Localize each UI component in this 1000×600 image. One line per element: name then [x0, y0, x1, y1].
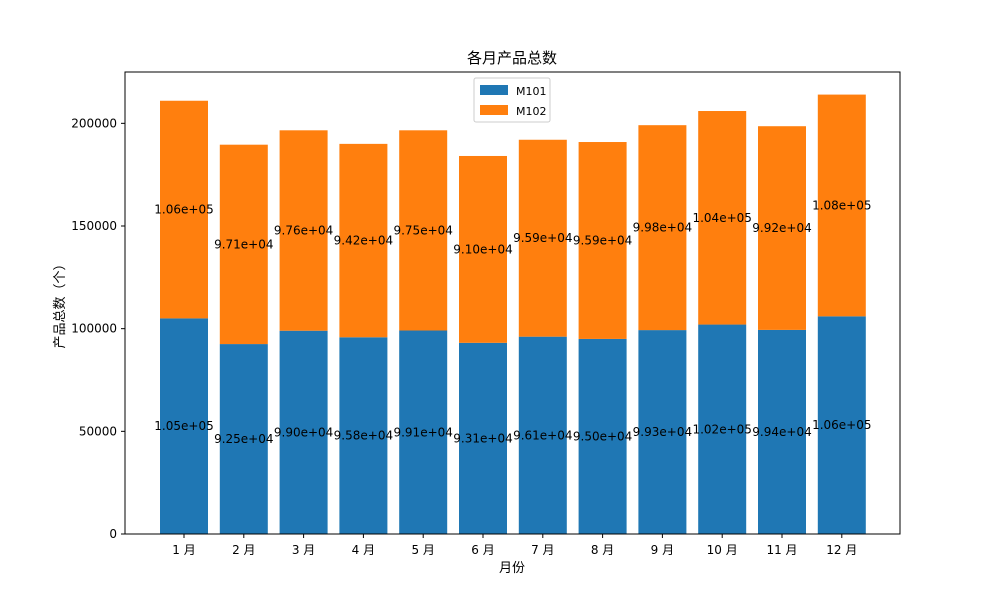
bar-labels-layer: 1.05e+059.25e+04 9.90e+04 9.58e+04 9.91e+04… [154, 198, 871, 446]
bars-layer [160, 94, 866, 534]
data-label-m102-1: 1.06e+05 [154, 203, 213, 217]
data-label-m101-3: 9.90e+04 [274, 425, 333, 439]
x-tick-label: 4 月 [352, 543, 375, 557]
data-label-m101-12: 1.06e+05 [812, 418, 871, 432]
bar-m102-2 [219, 144, 268, 345]
data-label-m101-8: 9.50e+04 [573, 429, 632, 443]
bar-m102-5 [399, 130, 448, 331]
bar-m101-1 [160, 318, 208, 534]
legend-label-m101: M101 [516, 85, 547, 98]
bar-m102-4 [339, 143, 388, 338]
bar-m102-3 [279, 130, 328, 331]
data-label-m101-5: 9.91e+04 [393, 425, 452, 439]
x-axis-ticks: 1 月 2 月 3 月 4 月 5 月 6 月 7 月 8 月 9 月 10 月 11 月 12 月 [172, 534, 857, 557]
bar-m102-6 [459, 155, 507, 343]
bar-m101-6 [459, 342, 507, 534]
data-label-m102-5: 9.75e+04 [393, 223, 452, 237]
bar-m101-2 [219, 344, 268, 534]
data-label-m102-7: 9.59e+04 [513, 231, 572, 245]
bar-m101-12 [817, 316, 866, 534]
x-tick-label: 9 月 [651, 543, 674, 557]
y-tick-label: 100000 [71, 322, 117, 336]
data-label-m101-7: 9.61e+04 [513, 428, 572, 442]
y-axis-ticks: 0 50000 100000 150000 200000 [71, 116, 125, 541]
x-tick-label: 1 月 [172, 543, 195, 557]
data-label-m102-8: 9.59e+04 [573, 233, 632, 247]
legend-swatch-m101 [480, 85, 508, 95]
bar-m101-9 [638, 330, 687, 534]
data-label-m102-11: 9.92e+04 [752, 221, 811, 235]
legend: M101 M102 [473, 77, 551, 123]
y-tick-label: 150000 [71, 219, 117, 233]
x-tick-label: 3 月 [292, 543, 315, 557]
bar-m101-10 [698, 324, 747, 534]
x-tick-label: 8 月 [591, 543, 614, 557]
bar-m101-4 [339, 337, 388, 534]
axes-frame [124, 71, 901, 535]
x-tick-label: 10 月 [707, 543, 738, 557]
data-label-m101-11: 9.94e+04 [752, 425, 811, 439]
x-tick-label: 2 月 [232, 543, 255, 557]
bar-m102-8 [578, 142, 627, 339]
data-label-m101-1: 1.05e+05 [154, 419, 213, 433]
data-label-m102-4: 9.42e+04 [334, 234, 393, 248]
y-tick-label: 0 [109, 527, 117, 541]
y-tick-label: 50000 [79, 424, 117, 438]
bar-m101-8 [578, 338, 627, 534]
data-label-m102-9: 9.98e+04 [633, 221, 692, 235]
bar-m102-10 [698, 111, 747, 325]
bar-m102-9 [638, 125, 687, 331]
data-label-m102-3: 9.76e+04 [274, 224, 333, 238]
chart-title: 各月产品总数 [467, 49, 557, 67]
bar-m102-1 [160, 100, 208, 319]
x-axis-label: 月份 [499, 561, 525, 576]
y-tick-label: 200000 [71, 116, 117, 130]
bar-m101-5 [399, 330, 448, 534]
legend-label-m102: M102 [516, 105, 547, 118]
x-tick-label: 5 月 [411, 543, 434, 557]
data-label-m101-6: 9.31e+04 [453, 431, 512, 445]
data-label-m102-2: 9.71e+04 [214, 237, 273, 251]
bar-m101-11 [758, 329, 806, 534]
bar-m102-11 [758, 126, 806, 330]
legend-swatch-m102 [480, 105, 508, 115]
bar-m101-3 [279, 330, 328, 534]
data-label-m102-10: 1.04e+05 [692, 211, 751, 225]
x-tick-label: 11 月 [766, 543, 797, 557]
data-label-m101-9: 9.93e+04 [633, 425, 692, 439]
x-tick-label: 7 月 [531, 543, 554, 557]
y-axis-label: 产品总数（个） [53, 257, 68, 348]
x-tick-label: 12 月 [826, 543, 857, 557]
data-label-m101-4: 9.58e+04 [334, 429, 393, 443]
data-label-m101-2: 9.25e+04 [214, 432, 273, 446]
data-label-m102-12: 1.08e+05 [812, 198, 871, 212]
bar-m102-12 [817, 94, 866, 317]
bar-m102-7 [518, 139, 567, 337]
bar-m101-7 [518, 336, 567, 534]
x-tick-label: 6 月 [471, 543, 494, 557]
data-label-m102-6: 9.10e+04 [453, 242, 512, 256]
data-label-m101-10: 1.02e+05 [692, 422, 751, 436]
